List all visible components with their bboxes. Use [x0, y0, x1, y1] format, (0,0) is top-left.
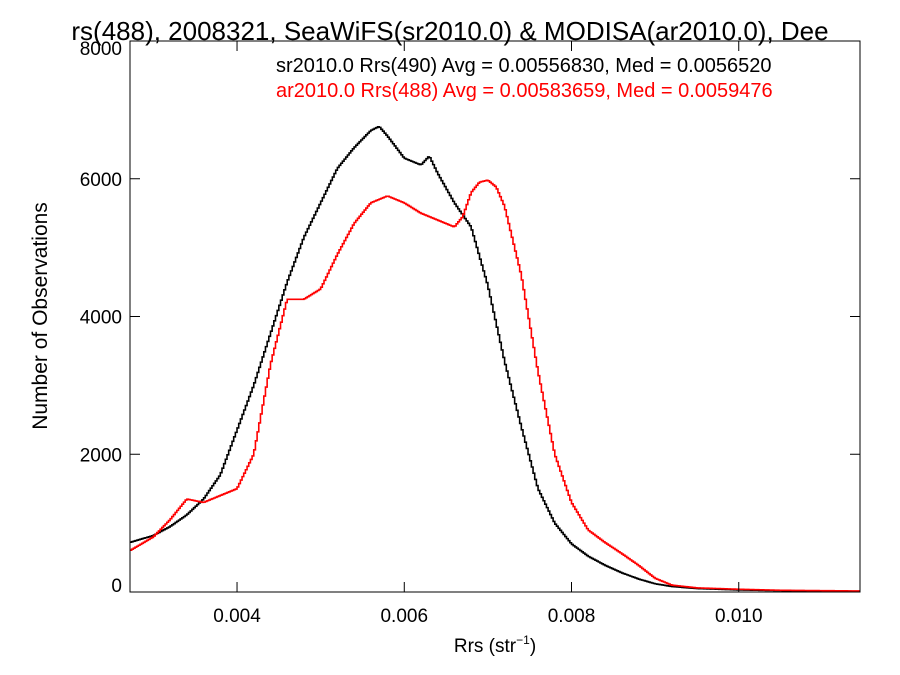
- x-tick-label: 0.010: [715, 606, 763, 627]
- x-axis-label-main: Rrs (str: [454, 636, 517, 657]
- series-line-2: [130, 179, 860, 592]
- legend: sr2010.0 Rrs(490) Avg = 0.00556830, Med …: [276, 55, 773, 102]
- y-tick-label: 6000: [80, 170, 122, 191]
- x-axis-label-end: ): [530, 636, 536, 657]
- y-tick-label: 4000: [80, 308, 122, 329]
- y-tick-label: 2000: [80, 445, 122, 466]
- x-axis-label: Rrs (str−1): [454, 633, 536, 657]
- x-tick-label: 0.004: [213, 606, 261, 627]
- y-tick-label: 8000: [80, 39, 122, 60]
- x-tick-label: 0.008: [548, 606, 596, 627]
- y-tick-label: 0: [111, 576, 122, 597]
- legend-entry-2: ar2010.0 Rrs(488) Avg = 0.00583659, Med …: [276, 80, 773, 102]
- y-axis-label: Number of Observations: [29, 202, 52, 430]
- axes-layer: 0.004 0.006 0.008 0.010 0 2000 4000 6000 8000: [80, 39, 860, 627]
- x-tick-label: 0.006: [380, 606, 428, 627]
- legend-entry-1: sr2010.0 Rrs(490) Avg = 0.00556830, Med …: [276, 55, 772, 77]
- x-axis-label-sup: −1: [516, 633, 530, 647]
